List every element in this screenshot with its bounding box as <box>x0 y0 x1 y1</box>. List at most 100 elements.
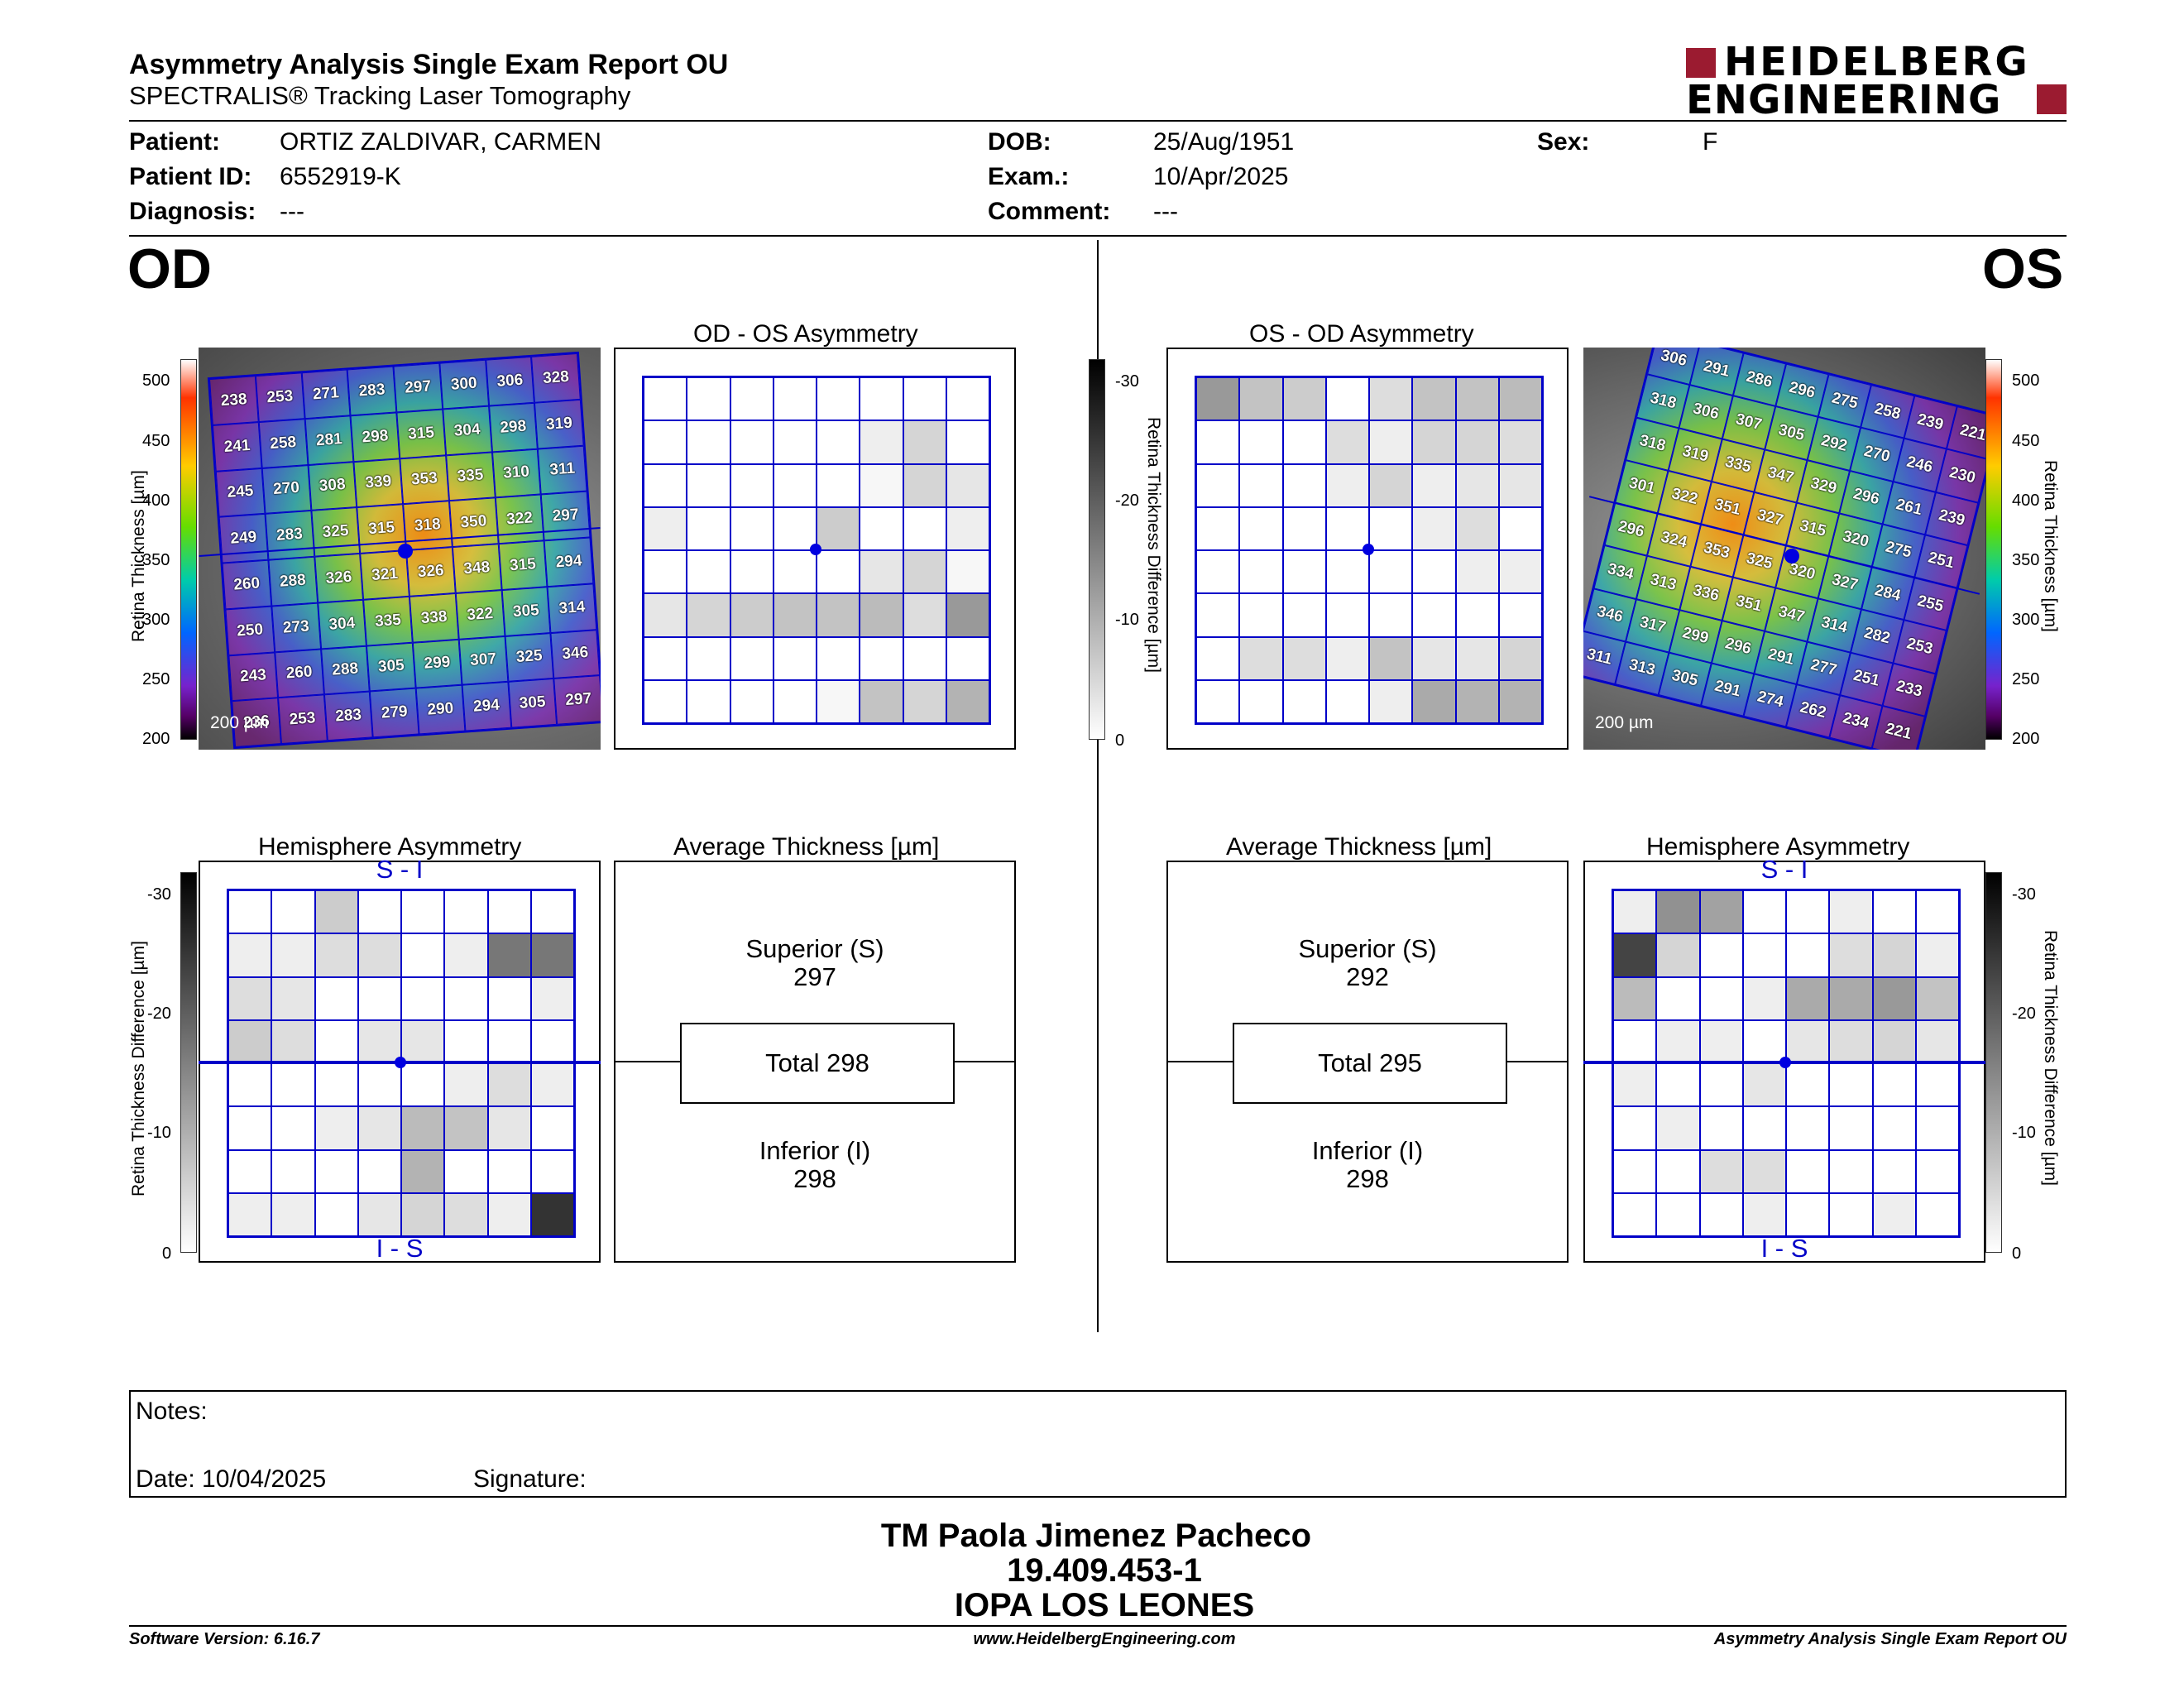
od-hemi-cell <box>271 976 315 1020</box>
od-asym-panel <box>614 348 1016 750</box>
exam-label: Exam.: <box>988 163 1070 190</box>
os-asym-cell <box>1325 420 1369 464</box>
od-thickness-value: 308 <box>318 476 347 496</box>
od-thickness-cell: 283 <box>347 366 397 416</box>
os-thickness-value: 262 <box>1798 698 1828 722</box>
website-link[interactable]: www.HeidelbergEngineering.com <box>973 1630 1236 1648</box>
os-hemi-cell <box>1915 1149 1959 1193</box>
od-hemi-grid <box>227 889 576 1238</box>
os-thickness-value: 347 <box>1765 463 1796 487</box>
od-thickness-value: 328 <box>542 367 570 387</box>
os-avg-title: Average Thickness [µm] <box>1226 833 1492 861</box>
od-thickness-value: 271 <box>312 384 340 404</box>
os-asym-cell <box>1196 506 1240 550</box>
os-hemi-cell <box>1872 1149 1916 1193</box>
os-thickness-value: 253 <box>1904 635 1935 659</box>
od-hemi-cell <box>444 1063 488 1107</box>
os-hemi-cell <box>1699 933 1743 977</box>
od-asym-cell <box>860 506 903 550</box>
os-asym-cell <box>1412 679 1456 723</box>
os-thickness-value: 305 <box>1776 420 1807 444</box>
os-hemi-cell <box>1786 1192 1830 1236</box>
diagnosis-label: Diagnosis: <box>129 198 256 225</box>
os-thickness-value: 315 <box>1798 517 1828 541</box>
os-asym-cell <box>1239 420 1283 464</box>
od-asym-cell <box>817 506 860 550</box>
os-thickness-value: 314 <box>1819 613 1850 637</box>
os-asym-cell <box>1412 377 1456 421</box>
od-hemi-cell <box>271 890 315 934</box>
os-thickness-value: 313 <box>1626 656 1657 680</box>
od-hemi-cell <box>487 976 531 1020</box>
os-hemi-axis-label: Retina Thickness Difference [µm] <box>2041 930 2060 1186</box>
os-thickness-value: 251 <box>1926 549 1956 573</box>
od-thickness-value: 304 <box>328 614 356 634</box>
od-asym-cell <box>730 593 774 637</box>
os-thickness-value: 251 <box>1851 666 1882 690</box>
od-hemi-cell <box>314 890 358 934</box>
os-hemi-cell <box>1915 1019 1959 1063</box>
od-thickness-cell: 305 <box>501 586 551 636</box>
od-thickness-value: 318 <box>414 516 442 535</box>
od-asym-cell <box>903 377 946 421</box>
os-asym-cell <box>1455 377 1499 421</box>
od-thickness-cell: 241 <box>212 421 262 472</box>
od-thickness-value: 315 <box>509 555 537 575</box>
od-hemi-cell <box>357 1106 401 1150</box>
os-hemi-cell <box>1613 1063 1657 1107</box>
os-thickness-value: 274 <box>1755 688 1785 712</box>
od-asym-title: OD - OS Asymmetry <box>693 320 918 348</box>
os-hemi-cell <box>1829 1149 1873 1193</box>
os-thickness-value: 301 <box>1626 474 1657 498</box>
os-hemi-cell <box>1829 1019 1873 1063</box>
os-hemi-title: Hemisphere Asymmetry <box>1646 833 1910 861</box>
od-thickness-value: 288 <box>331 659 359 679</box>
os-asym-cell <box>1196 420 1240 464</box>
os-asym-cell <box>1369 679 1413 723</box>
os-hemi-cell <box>1656 933 1700 977</box>
od-thickness-value: 305 <box>377 656 405 677</box>
os-hemi-cell <box>1699 1149 1743 1193</box>
dob-label: DOB: <box>988 128 1051 156</box>
od-hemi-cell <box>271 1149 315 1193</box>
od-asym-cell <box>773 550 817 594</box>
os-asym-cell <box>1369 377 1413 421</box>
od-thickness-cell: 298 <box>488 402 539 452</box>
od-thickness-cell: 290 <box>415 684 466 735</box>
od-hemi-cell <box>314 933 358 977</box>
od-thickness-value: 325 <box>322 521 350 542</box>
od-thickness-value: 298 <box>361 426 389 446</box>
od-thickness-cell: 315 <box>396 409 446 458</box>
os-thickness-value: 282 <box>1862 624 1892 648</box>
os-hemi-cell <box>1786 1019 1830 1063</box>
od-thickness-cell: 326 <box>406 547 456 597</box>
os-asym-cell <box>1369 463 1413 507</box>
od-hemi-cell <box>444 1106 488 1150</box>
od-hemi-cell <box>401 976 445 1020</box>
os-asym-cell <box>1282 636 1326 680</box>
os-thickness-value: 233 <box>1894 677 1924 701</box>
od-eye-label: OD <box>127 237 212 300</box>
od-hemi-cell <box>487 1149 531 1193</box>
os-hemi-cell <box>1915 933 1959 977</box>
od-thickness-cell: 253 <box>255 372 305 422</box>
od-avg-title: Average Thickness [µm] <box>673 833 940 861</box>
os-hemi-cell <box>1656 1192 1700 1236</box>
od-thickness-value: 305 <box>512 601 540 621</box>
od-hemi-cell <box>314 1106 358 1150</box>
os-thickness-value: 325 <box>1744 549 1774 573</box>
od-asym-cell <box>687 420 730 464</box>
od-asym-cell <box>903 679 946 723</box>
od-asym-cell <box>817 463 860 507</box>
od-asym-cell <box>773 506 817 550</box>
od-thickness-cell: 322 <box>455 589 505 640</box>
os-asym-cell <box>1282 463 1326 507</box>
od-hemi-cell <box>357 1019 401 1063</box>
os-hemi-cell <box>1742 1149 1786 1193</box>
od-hemi-cell <box>487 890 531 934</box>
od-thickness-value: 319 <box>545 414 573 434</box>
os-asym-cell <box>1498 550 1542 594</box>
os-hemi-cell <box>1699 1106 1743 1150</box>
os-hemi-cell <box>1872 1063 1916 1107</box>
od-thickness-value: 306 <box>496 371 524 391</box>
